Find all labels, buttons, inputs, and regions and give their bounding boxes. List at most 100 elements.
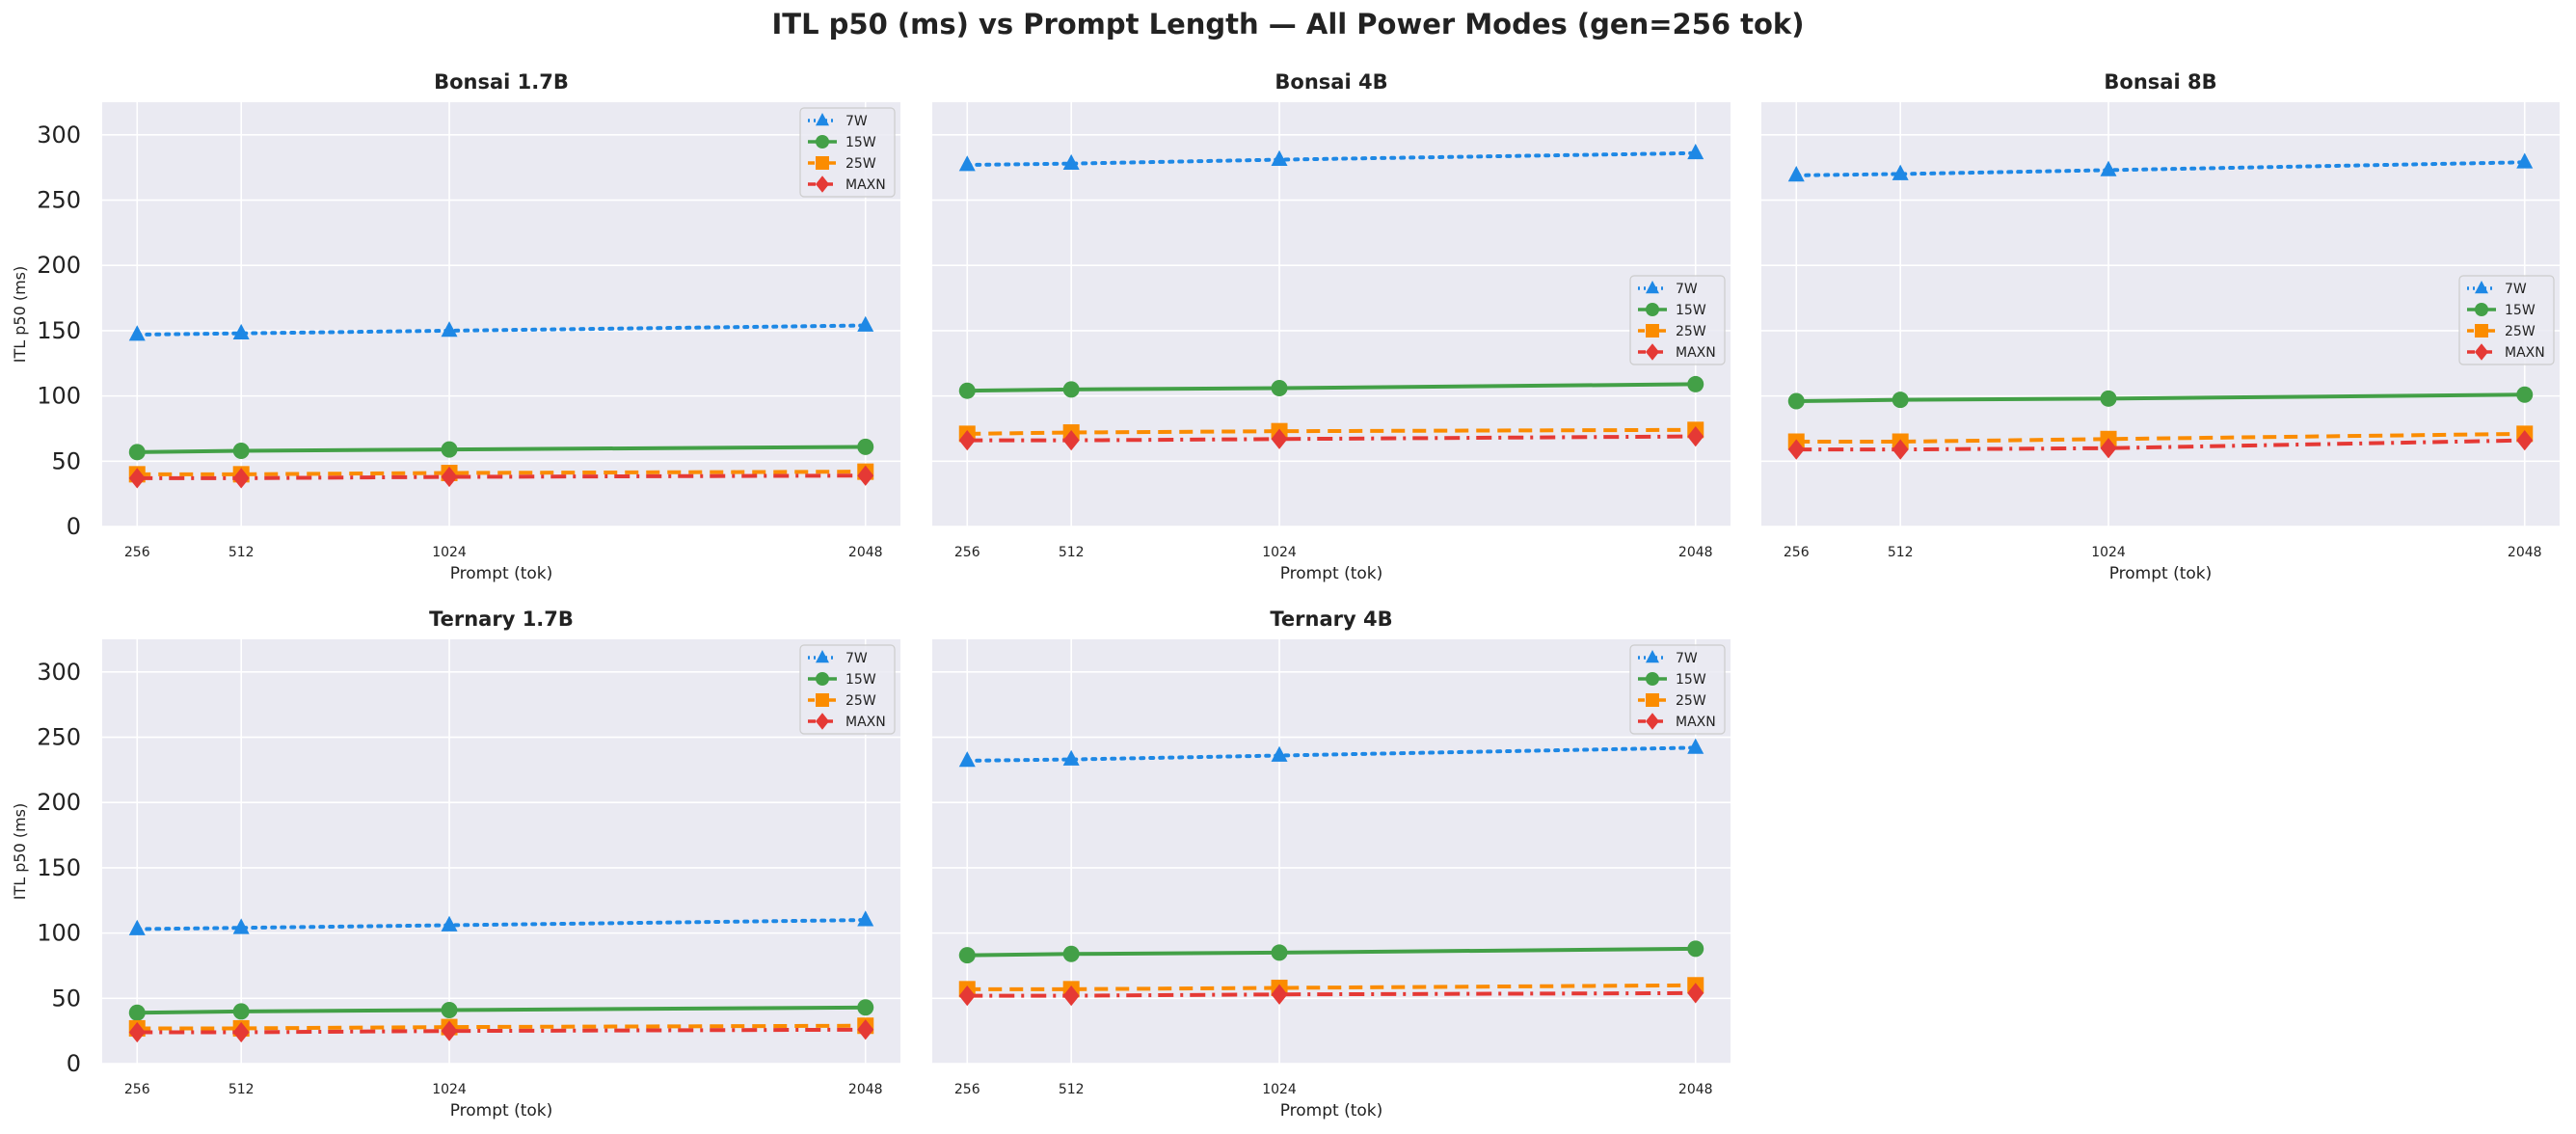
plot-area: [932, 102, 1731, 526]
y-tick-label: 250: [37, 187, 81, 214]
data-point: [958, 430, 976, 451]
series-line: [135, 918, 868, 932]
legend-label: MAXN: [1676, 715, 1716, 730]
y-tick-label: 50: [51, 447, 81, 474]
y-tick-label: 300: [37, 659, 81, 686]
series-line: [967, 946, 1696, 958]
data-point: [1271, 944, 1288, 961]
data-point: [1892, 392, 1909, 409]
legend-box: [799, 107, 896, 198]
panel-title: Ternary 4B: [1270, 608, 1392, 631]
data-point: [1271, 149, 1288, 166]
legend-box: [2458, 275, 2555, 365]
legend-swatch-marker: [1646, 672, 1659, 686]
x-tick-label: 1024: [432, 545, 467, 560]
data-point: [232, 918, 250, 934]
series-line: [137, 1027, 866, 1035]
legend-label: 7W: [845, 651, 868, 666]
legend-swatch-marker: [816, 135, 829, 148]
data-point: [2100, 438, 2117, 459]
data-point: [441, 466, 458, 488]
data-point: [857, 315, 874, 332]
data-point: [1687, 738, 1704, 754]
data-point: [1687, 983, 1704, 1004]
legend-label: 15W: [2505, 303, 2536, 318]
legend-swatch-marker: [816, 649, 829, 663]
x-axis-label: Prompt (tok): [1280, 1101, 1383, 1120]
data-point: [2100, 390, 2117, 407]
data-point: [128, 325, 146, 341]
series-line: [137, 1005, 866, 1015]
data-point: [232, 442, 250, 459]
legend-swatch-marker: [2475, 303, 2488, 316]
data-point: [232, 1021, 250, 1043]
data-point: [1687, 375, 1704, 392]
legend-swatch-marker: [816, 693, 829, 707]
y-tick-label: 200: [37, 789, 81, 816]
series-line: [135, 323, 868, 337]
panel-title: Bonsai 4B: [1275, 70, 1387, 94]
data-point: [2516, 152, 2534, 169]
data-point: [1062, 430, 1080, 451]
chart-panel: Bonsai 1.7B 0 50 100 150 200 250 300 ITL p50 (ms…: [11, 70, 900, 583]
y-tick-label: 0: [67, 513, 81, 540]
legend-box: [1629, 275, 1726, 365]
data-point: [1687, 425, 1704, 447]
x-tick-label: 1024: [1262, 1082, 1297, 1097]
data-point: [1687, 144, 1704, 160]
series-line: [967, 434, 1696, 443]
legend-label: 7W: [2505, 282, 2527, 297]
data-point: [958, 947, 976, 964]
x-tick-label: 1024: [432, 1082, 467, 1097]
series-line: [137, 1023, 866, 1031]
series-line: [965, 150, 1698, 167]
y-tick-label: 50: [51, 985, 81, 1012]
data-point: [958, 985, 976, 1007]
legend: 7W 15W 25W MAXN: [799, 644, 896, 735]
legend-label: 15W: [1676, 672, 1706, 688]
data-point: [1271, 428, 1288, 449]
data-point: [232, 1003, 250, 1020]
legend-swatch-marker: [816, 672, 829, 686]
data-point: [1892, 439, 1909, 460]
x-tick-label: 256: [954, 1082, 980, 1097]
legend-swatch-marker: [2475, 343, 2488, 361]
legend-label: 25W: [2505, 324, 2536, 339]
series-line: [965, 745, 1698, 763]
data-point: [1062, 945, 1080, 962]
legend-box: [799, 644, 896, 735]
data-point: [441, 915, 458, 932]
series-line: [137, 445, 866, 454]
legend-label: 25W: [1676, 324, 1706, 339]
legend-label: MAXN: [845, 715, 886, 730]
legend-swatch-marker: [1646, 303, 1659, 316]
data-point: [232, 468, 250, 489]
y-axis-label: ITL p50 (ms): [11, 803, 29, 901]
legend-label: MAXN: [2505, 345, 2545, 361]
chart-panel: Ternary 1.7B 0 50 100 150 200 250 300 ITL p50 (m…: [11, 608, 900, 1120]
legend-swatch-marker: [2475, 324, 2488, 338]
data-point: [958, 751, 976, 768]
y-tick-label: 100: [37, 383, 81, 410]
x-tick-label: 256: [954, 545, 980, 560]
series-line: [967, 983, 1696, 991]
series-line: [1796, 438, 2525, 452]
data-point: [1062, 985, 1080, 1007]
data-point: [1062, 381, 1080, 398]
legend-swatch-marker: [816, 112, 829, 126]
data-point: [2100, 160, 2117, 176]
data-point: [857, 999, 874, 1016]
legend: 7W 15W 25W MAXN: [2458, 275, 2555, 365]
legend: 7W 15W 25W MAXN: [1629, 644, 1726, 735]
data-point: [2516, 386, 2534, 403]
series-line: [1796, 392, 2525, 404]
legend-label: MAXN: [1676, 345, 1716, 361]
legend: 7W 15W 25W MAXN: [1629, 275, 1726, 365]
legend-label: 25W: [845, 693, 876, 709]
legend-label: 15W: [845, 672, 876, 688]
x-tick-label: 512: [1888, 545, 1914, 560]
data-point: [441, 1020, 458, 1041]
legend-label: 15W: [845, 135, 876, 150]
series-line: [967, 427, 1696, 436]
